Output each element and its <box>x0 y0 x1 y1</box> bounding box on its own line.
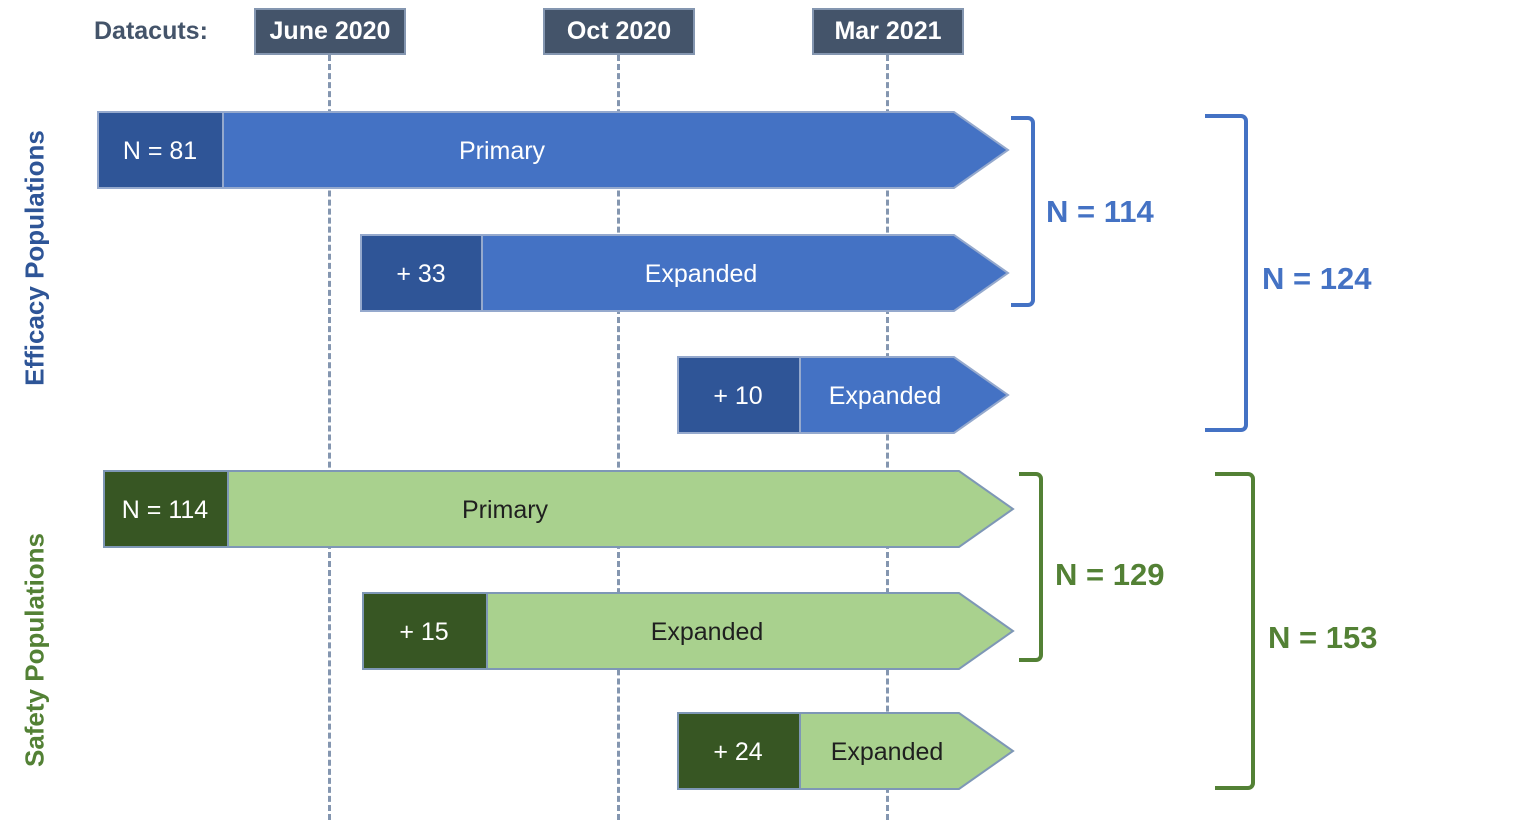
arrow-shape <box>103 470 1015 548</box>
arrow-count-segment <box>362 592 488 670</box>
arrow-count-label: + 10 <box>713 382 762 410</box>
datacut-box-mar-2021: Mar 2021 <box>812 8 964 55</box>
efficacy-expanded-mar-arrow: + 10 Expanded <box>677 356 1010 434</box>
arrow-shape <box>97 111 1010 189</box>
datacut-date: June 2020 <box>269 17 391 45</box>
arrow-count-segment <box>677 356 801 434</box>
safety-expanded-oct-arrow: + 15 Expanded <box>362 592 1015 670</box>
datacut-date: Oct 2020 <box>566 17 672 45</box>
arrow-count-label: N = 81 <box>123 137 197 165</box>
arrow-count-segment <box>677 712 801 790</box>
arrow-segment-label: Primary <box>459 137 546 165</box>
efficacy-subtotal-bracket <box>1011 116 1035 307</box>
arrow-count-segment <box>103 470 229 548</box>
arrow-segment-label: Expanded <box>831 738 944 766</box>
arrow-segment-label: Expanded <box>651 618 764 646</box>
arrow-count-label: N = 114 <box>122 496 208 524</box>
safety-subtotal-label: N = 129 <box>1055 557 1165 592</box>
efficacy-expanded-oct-arrow: + 33 Expanded <box>360 234 1010 312</box>
efficacy-total-bracket <box>1205 114 1248 432</box>
datacut-box-oct-2020: Oct 2020 <box>543 8 695 55</box>
arrow-count-label: + 24 <box>713 738 762 766</box>
datacut-date: Mar 2021 <box>834 17 942 45</box>
safety-subtotal-bracket <box>1019 472 1043 662</box>
arrow-segment-label: Expanded <box>645 260 758 288</box>
arrow-segment-label: Expanded <box>829 382 942 410</box>
efficacy-subtotal-label: N = 114 <box>1046 194 1154 229</box>
arrow-count-segment <box>97 111 224 189</box>
arrow-segment-label: Primary <box>462 496 549 524</box>
timeline-gridline-mar <box>886 55 889 820</box>
arrow-count-label: + 15 <box>399 618 448 646</box>
safety-total-bracket <box>1215 472 1255 790</box>
safety-total-label: N = 153 <box>1268 620 1378 655</box>
arrow-count-label: + 33 <box>396 260 445 288</box>
datacuts-label: Datacuts: <box>94 17 208 45</box>
timeline-gridline-june <box>328 55 331 820</box>
timeline-gridline-oct <box>617 55 620 820</box>
datacut-box-june-2020: June 2020 <box>254 8 406 55</box>
efficacy-total-label: N = 124 <box>1262 261 1372 296</box>
safety-primary-arrow: N = 114 Primary <box>103 470 1015 548</box>
arrow-count-segment <box>360 234 483 312</box>
efficacy-primary-arrow: N = 81 Primary <box>97 111 1010 189</box>
safety-expanded-mar-arrow: + 24 Expanded <box>677 712 1015 790</box>
